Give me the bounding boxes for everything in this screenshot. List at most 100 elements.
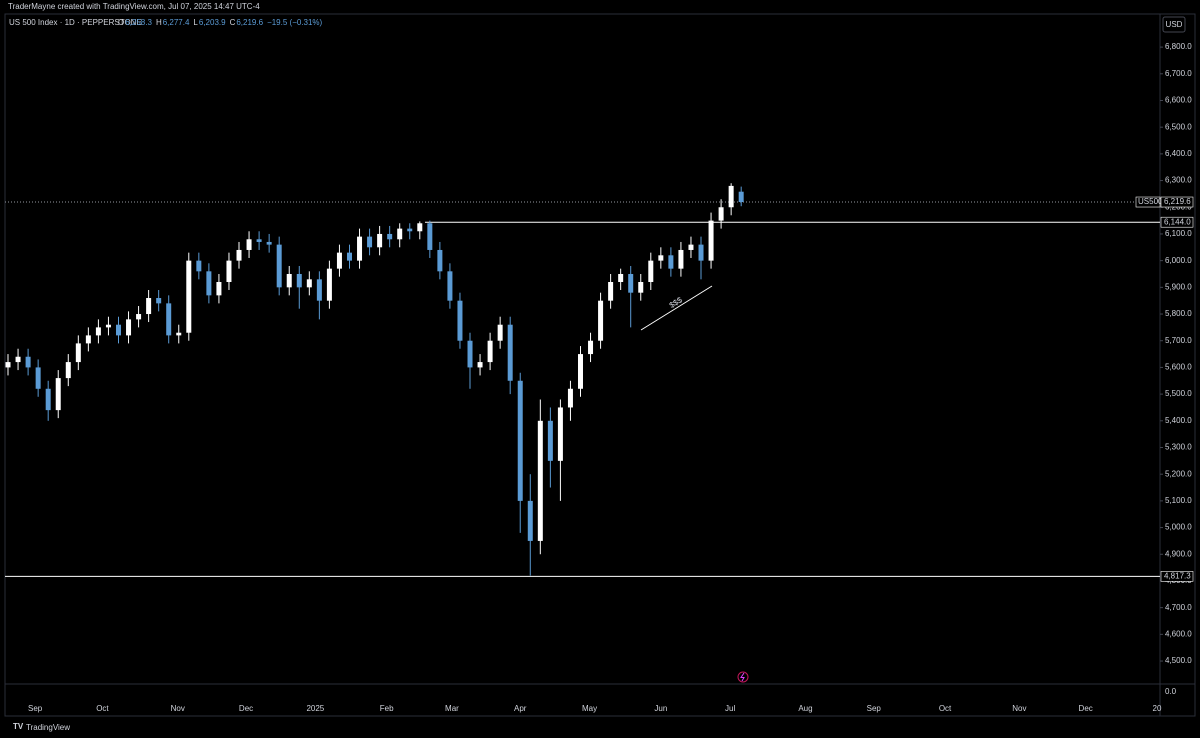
candle-body xyxy=(718,207,724,221)
x-tick-label: 2025 xyxy=(306,704,324,713)
candle-body xyxy=(467,340,473,368)
candle-body xyxy=(387,233,393,240)
y-tick-label: 4,500.0 xyxy=(1165,656,1192,665)
candle-body xyxy=(658,255,664,261)
level-label-box xyxy=(1160,216,1194,228)
x-tick-label: Nov xyxy=(1012,704,1026,713)
event-bolt xyxy=(740,672,745,682)
last-price-name: US500 xyxy=(1138,197,1163,206)
currency-box[interactable] xyxy=(1162,16,1186,33)
x-tick-label: Oct xyxy=(96,704,109,713)
candle-body xyxy=(45,388,51,411)
chart-frame xyxy=(4,13,1196,717)
candle-body xyxy=(25,356,31,368)
candle-body xyxy=(256,239,262,242)
candle-body xyxy=(346,252,352,261)
candle-body xyxy=(105,324,111,328)
last-price-box xyxy=(1160,196,1194,208)
candle-body xyxy=(176,332,182,336)
y-tick-label: 5,600.0 xyxy=(1165,363,1192,372)
candle-body xyxy=(598,300,604,341)
candle-body xyxy=(427,223,433,250)
last-price-name-box xyxy=(1135,196,1161,208)
y-tick-label: 5,200.0 xyxy=(1165,469,1192,478)
y-tick-label: 5,000.0 xyxy=(1165,523,1192,532)
y-tick-label: 5,100.0 xyxy=(1165,496,1192,505)
candle-body xyxy=(557,407,563,461)
y-tick-label: 6,400.0 xyxy=(1165,149,1192,158)
y-tick-label: 5,800.0 xyxy=(1165,309,1192,318)
y-tick-label: 5,500.0 xyxy=(1165,389,1192,398)
x-tick-label: Feb xyxy=(380,704,394,713)
candle-body xyxy=(35,367,41,389)
candle-body xyxy=(547,420,553,461)
candle-body xyxy=(336,252,342,269)
candle-body xyxy=(146,298,152,315)
candle-body xyxy=(136,314,142,320)
y-tick-label: 4,900.0 xyxy=(1165,549,1192,558)
y-tick-label: 6,800.0 xyxy=(1165,42,1192,51)
level-label-box xyxy=(1160,571,1194,582)
scale-zero-label: 0.0 xyxy=(1165,687,1177,696)
candle-body xyxy=(527,500,533,541)
last-price-label: 6,219.6 xyxy=(1164,197,1191,206)
x-tick-label: Oct xyxy=(939,704,952,713)
candle-body xyxy=(698,244,704,261)
y-tick-label: 6,300.0 xyxy=(1165,176,1192,185)
candle-body xyxy=(728,185,734,208)
y-tick-label: 4,700.0 xyxy=(1165,603,1192,612)
x-tick-label: 20 xyxy=(1153,704,1162,713)
candle-body xyxy=(407,228,413,232)
candle-body xyxy=(5,362,11,368)
candle-body xyxy=(266,241,272,245)
candle-body xyxy=(397,228,403,240)
y-tick-label: 4,600.0 xyxy=(1165,629,1192,638)
candle-body xyxy=(618,273,624,282)
candle-body xyxy=(567,388,573,408)
candle-body xyxy=(186,260,192,333)
candle-body xyxy=(457,300,463,341)
ohlc-value: 6,203.9 xyxy=(199,18,226,27)
candle-body xyxy=(276,244,282,288)
candle-body xyxy=(306,279,312,288)
candle-body xyxy=(628,273,634,293)
candle-body xyxy=(487,340,493,363)
y-tick-label: 5,300.0 xyxy=(1165,443,1192,452)
candle-body xyxy=(236,249,242,261)
candle-body xyxy=(668,255,674,269)
candle-body xyxy=(357,236,363,261)
candle-body xyxy=(246,239,252,250)
candle-body xyxy=(608,282,614,301)
ohlc-value: 6,219.6 xyxy=(236,18,263,27)
candle-body xyxy=(497,324,503,341)
candle-body xyxy=(156,298,162,304)
candle-body xyxy=(367,236,373,248)
y-tick-label: 5,700.0 xyxy=(1165,336,1192,345)
candle-body xyxy=(85,335,91,344)
symbol: US 500 Index · 1D · PEPPERSTONE xyxy=(9,18,142,27)
candle-body xyxy=(95,327,101,336)
x-tick-label: Dec xyxy=(239,704,253,713)
candle-body xyxy=(206,271,212,296)
candle-body xyxy=(377,233,383,248)
brand: TradingView xyxy=(26,723,70,732)
candle-body xyxy=(326,268,332,301)
y-tick-label: 6,600.0 xyxy=(1165,96,1192,105)
candle-body xyxy=(588,340,594,355)
candle-body xyxy=(115,324,121,336)
y-tick-label: 5,900.0 xyxy=(1165,282,1192,291)
change: −19.5 (−0.31%) xyxy=(267,18,322,27)
candle-body xyxy=(738,191,744,203)
x-tick-label: Jul xyxy=(725,704,735,713)
candle-body xyxy=(55,378,61,411)
y-tick-label: 6,100.0 xyxy=(1165,229,1192,238)
candle-body xyxy=(126,319,132,336)
event-icon[interactable] xyxy=(737,671,749,683)
x-tick-label: Sep xyxy=(28,704,43,713)
trend-line xyxy=(640,285,713,331)
y-tick-label: 5,400.0 xyxy=(1165,416,1192,425)
candle-body xyxy=(75,343,81,363)
